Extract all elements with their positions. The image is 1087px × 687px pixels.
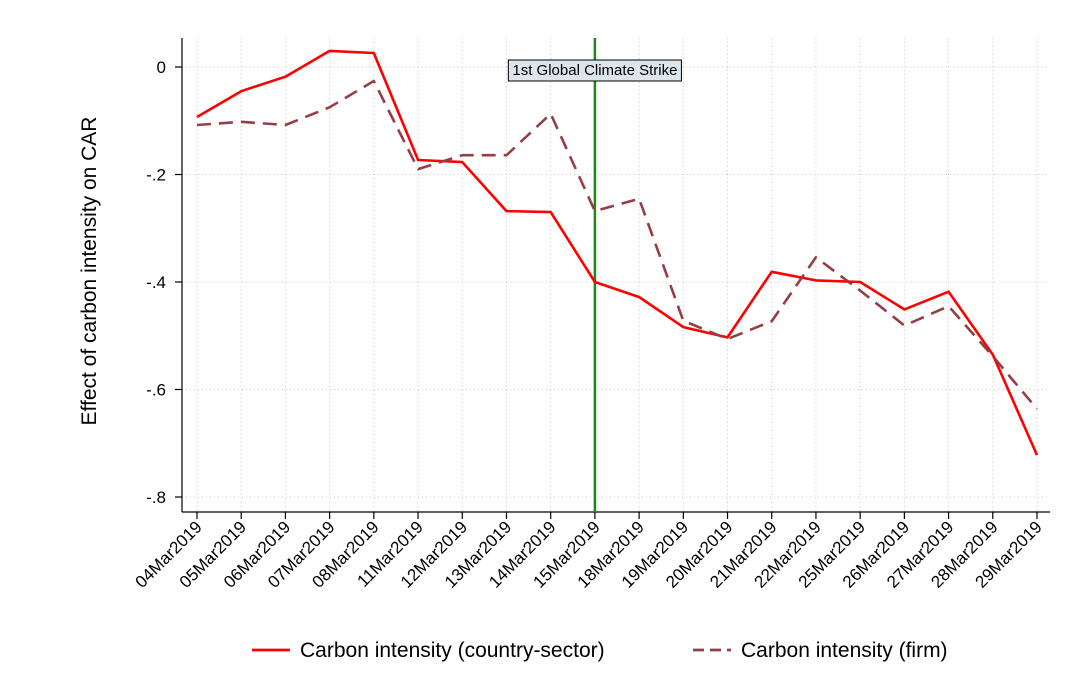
series-layer bbox=[196, 49, 1039, 456]
y-axis-title: Effect of carbon intensity on CAR bbox=[78, 117, 101, 426]
y-tick-label: 0 bbox=[157, 58, 166, 77]
axes: 0-.2-.4-.6-.804Mar201905Mar201906Mar2019… bbox=[132, 38, 1050, 592]
grid bbox=[182, 38, 1050, 512]
series-line-2 bbox=[196, 79, 1038, 410]
annotation-box bbox=[507, 59, 682, 82]
annotation-box-layer: 1st Global Climate Strike bbox=[507, 59, 682, 82]
y-tick-label: -.8 bbox=[146, 488, 166, 507]
y-tick-label: -.6 bbox=[146, 381, 166, 400]
legend-label-1: Carbon intensity (country-sector) bbox=[300, 639, 605, 662]
y-tick-label: -.2 bbox=[146, 166, 166, 185]
annotation-label: 1st Global Climate Strike bbox=[512, 62, 677, 79]
legend: Carbon intensity (country-sector) Carbon … bbox=[252, 639, 948, 662]
series-line-1 bbox=[196, 49, 1039, 456]
y-tick-label: -.4 bbox=[146, 273, 166, 292]
legend-label-2: Carbon intensity (firm) bbox=[741, 639, 948, 662]
